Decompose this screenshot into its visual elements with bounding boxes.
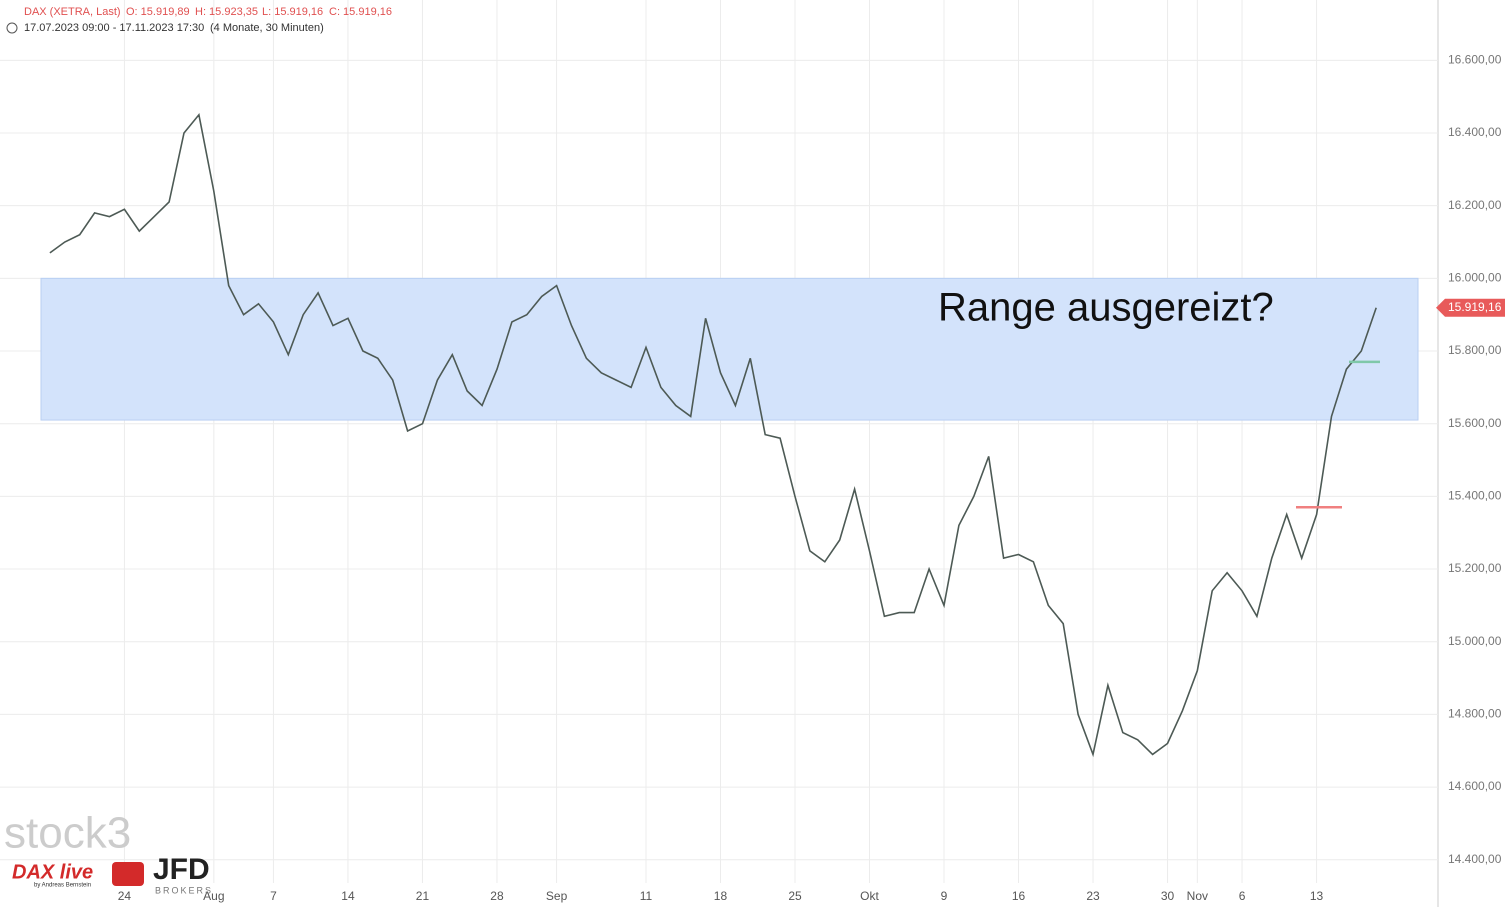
x-tick-label: 6 — [1239, 889, 1246, 903]
annotation: Range ausgereizt? — [938, 286, 1274, 330]
x-tick-label: Nov — [1187, 889, 1208, 903]
x-tick-label: Okt — [860, 889, 879, 903]
y-tick-label: 16.200,00 — [1448, 198, 1502, 212]
y-tick-label: 16.400,00 — [1448, 125, 1502, 139]
y-tick-label: 14.400,00 — [1448, 852, 1502, 866]
close: C: 15.919,16 — [329, 6, 392, 18]
clock-icon — [6, 22, 18, 34]
logo-stock3: stock3 — [4, 809, 131, 858]
x-tick-label: 9 — [941, 889, 948, 903]
y-tick-label: 16.000,00 — [1448, 271, 1502, 285]
play-icon — [112, 862, 144, 886]
price-line — [49, 112, 1377, 758]
x-tick-label: 24 — [118, 889, 132, 903]
x-tick-label: 13 — [1310, 889, 1324, 903]
x-tick-label: Sep — [546, 889, 568, 903]
y-tick-label: 15.200,00 — [1448, 561, 1502, 575]
y-tick-label: 15.000,00 — [1448, 634, 1502, 648]
symbol: DAX (XETRA, Last) — [24, 6, 121, 18]
logo-daxlive: DAX live — [12, 861, 93, 883]
y-tick-label: 14.800,00 — [1448, 707, 1502, 721]
y-tick-label: 15.400,00 — [1448, 489, 1502, 503]
x-tick-label: 30 — [1161, 889, 1175, 903]
x-tick-label: 25 — [788, 889, 802, 903]
low: L: 15.919,16 — [262, 6, 323, 18]
last-price-label: 15.919,16 — [1448, 300, 1502, 314]
x-tick-label: 18 — [714, 889, 728, 903]
logo-author: by Andreas Bernstein — [34, 883, 91, 889]
x-tick-label: 11 — [640, 889, 653, 903]
y-tick-label: 16.600,00 — [1448, 52, 1502, 66]
y-tick-label: 15.800,00 — [1448, 343, 1502, 357]
x-tick-label: 21 — [416, 889, 430, 903]
logos: stock3 DAX live by Andreas Bernstein JFD… — [4, 809, 213, 896]
high: H: 15.923,35 — [195, 6, 258, 18]
x-tick-label: 16 — [1012, 889, 1026, 903]
x-tick-label: 23 — [1086, 889, 1100, 903]
period: 17.07.2023 09:00 - 17.11.2023 17:30 — [24, 22, 204, 34]
span: (4 Monate, 30 Minuten) — [210, 22, 324, 34]
open: O: 15.919,89 — [126, 6, 190, 18]
logo-jfd: JFD — [153, 853, 210, 886]
x-tick-label: 7 — [270, 889, 277, 903]
y-tick-label: 15.600,00 — [1448, 416, 1502, 430]
x-tick-label: Aug — [203, 889, 224, 903]
x-tick-label: 28 — [490, 889, 504, 903]
y-tick-label: 14.600,00 — [1448, 779, 1502, 793]
header: DAX (XETRA, Last) O: 15.919,89 H: 15.923… — [6, 6, 392, 34]
last-price-tag — [1436, 298, 1505, 317]
x-tick-label: 14 — [341, 889, 355, 903]
range-band — [40, 277, 1419, 421]
logo-brokers: BROKERS — [155, 885, 213, 895]
